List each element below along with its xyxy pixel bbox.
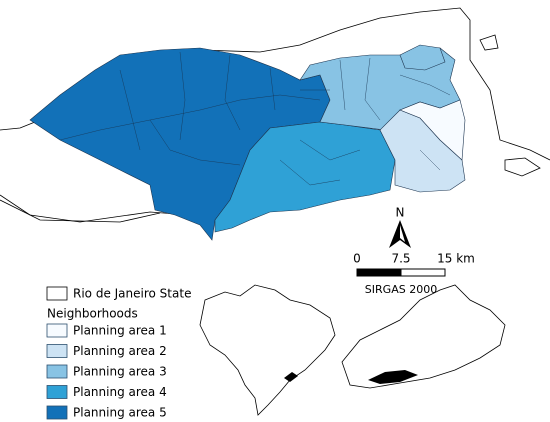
legend-label: Planning area 1 xyxy=(73,324,167,338)
planning-area-1 xyxy=(399,99,466,161)
city-inset-highlight xyxy=(368,370,418,384)
legend-label: Planning area 5 xyxy=(73,406,167,420)
planning-area-3-north xyxy=(399,44,446,71)
legend-label: Planning area 2 xyxy=(73,344,167,358)
north-label: N xyxy=(396,206,405,220)
legend-items: Planning area 1 Planning area 2 Planning a… xyxy=(46,323,167,420)
scale-label: 7.5 xyxy=(391,252,410,266)
island xyxy=(504,157,541,177)
legend-swatch xyxy=(46,385,68,399)
scale-bar-black xyxy=(356,268,402,277)
brazil-rj-highlight xyxy=(284,372,298,382)
state-inset-outline xyxy=(341,284,506,389)
crs-label: SIRGAS 2000 xyxy=(365,283,437,296)
legend-title: Neighborhoods xyxy=(47,307,138,321)
scale-label: 15 km xyxy=(437,252,475,266)
brazil-outline xyxy=(199,284,336,416)
legend-swatch xyxy=(46,344,68,358)
legend-swatch xyxy=(46,405,68,420)
island xyxy=(479,34,499,51)
planning-area-4 xyxy=(214,121,396,233)
legend-swatch xyxy=(46,364,68,379)
scale-label: 0 xyxy=(353,252,361,266)
legend-label: Planning area 3 xyxy=(73,365,167,379)
legend-swatch xyxy=(46,323,68,338)
coast-strip xyxy=(0,199,161,223)
legend-label: Planning area 4 xyxy=(73,385,167,399)
legend-label: Rio de Janeiro State xyxy=(73,287,191,301)
legend-swatch xyxy=(46,286,68,301)
neighborhood-borders xyxy=(59,51,451,186)
north-arrow-highlight xyxy=(400,225,405,242)
scale-bar-white xyxy=(400,268,446,277)
